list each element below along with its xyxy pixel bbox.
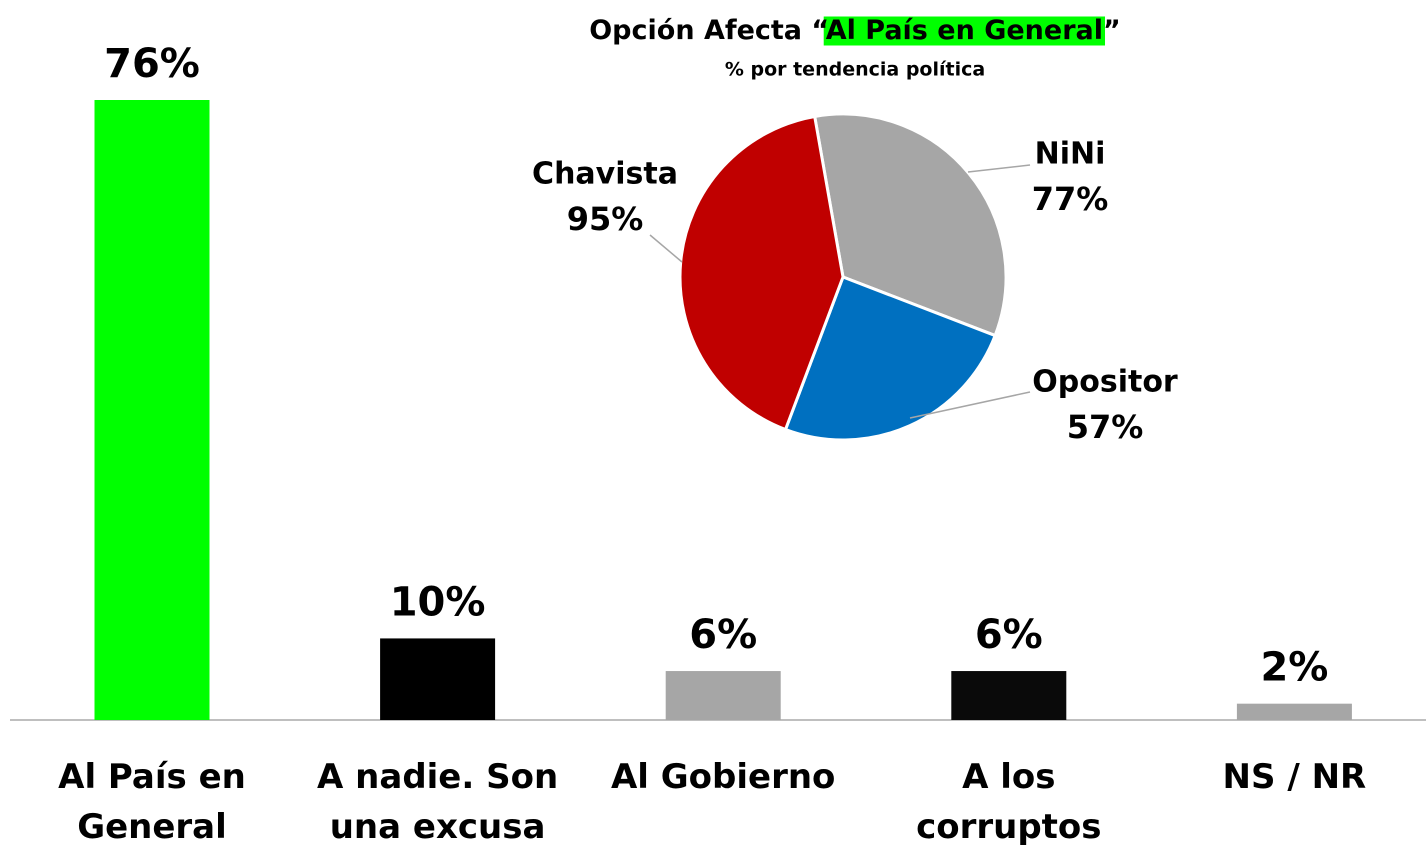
slice-label: NiNi xyxy=(1035,137,1106,172)
pie-subtitle: % por tendencia política xyxy=(725,59,985,81)
category-label: A los corruptos xyxy=(916,757,1102,847)
category-label: Al Gobierno xyxy=(610,757,836,797)
slice-value: 57% xyxy=(1067,408,1144,446)
pie-slice xyxy=(812,112,1008,338)
pie-title: Opción Afecta “Al País en General” xyxy=(589,15,1121,46)
bar xyxy=(94,100,210,720)
slice-value: 95% xyxy=(567,200,644,238)
category-label: NS / NR xyxy=(1222,757,1367,797)
leader-line xyxy=(967,164,1031,173)
bar xyxy=(380,638,496,720)
bar xyxy=(951,671,1067,720)
value-label: 10% xyxy=(390,579,486,625)
slice-value: 77% xyxy=(1032,180,1109,218)
title-highlight-bg xyxy=(823,16,1106,46)
pie-slice xyxy=(783,275,998,442)
value-label: 6% xyxy=(975,612,1043,658)
title-part: ” xyxy=(1103,15,1121,46)
value-label: 76% xyxy=(104,41,200,87)
title-part: Opción Afecta “ xyxy=(589,15,827,46)
bar xyxy=(665,671,781,720)
value-label: 6% xyxy=(689,612,757,658)
category-label: A nadie. Son una excusa xyxy=(317,757,559,847)
bar xyxy=(1236,703,1352,720)
slice-label: Opositor xyxy=(1032,365,1178,400)
leader-line xyxy=(909,391,1031,419)
leader-line xyxy=(649,234,683,263)
value-label: 2% xyxy=(1260,645,1328,691)
title-highlight: Al País en General xyxy=(826,15,1103,46)
slice-label: Chavista xyxy=(532,157,678,192)
category-label: Al País en General xyxy=(58,757,246,847)
